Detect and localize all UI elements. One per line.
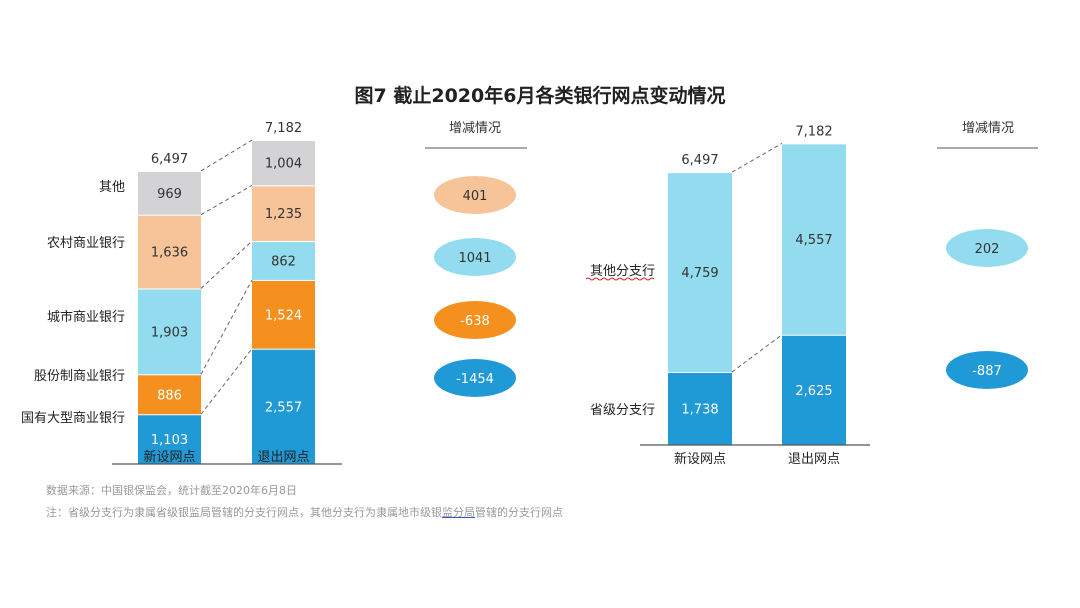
data-label: 969 <box>157 187 182 202</box>
bar-segment <box>782 144 846 335</box>
change-ellipse <box>434 359 516 397</box>
spellcheck-underline <box>585 277 655 281</box>
legend-label: 国有大型商业银行 <box>21 411 125 426</box>
data-label: 2,625 <box>795 384 832 399</box>
x-tick-label: 退出网点 <box>788 452 840 467</box>
data-label: 1,636 <box>151 246 188 261</box>
total-label: 6,497 <box>681 153 718 168</box>
footnote-part: 管辖的分支行网点 <box>475 506 563 519</box>
bar-segment <box>138 375 201 415</box>
total-label: 7,182 <box>795 124 832 139</box>
change-header: 增减情况 <box>449 121 501 136</box>
legend-label: 省级分支行 <box>590 403 655 418</box>
change-label: 202 <box>975 242 1000 257</box>
source-note: 数据来源：中国银保监会，统计截至2020年6月8日 <box>46 484 297 497</box>
bar-segment <box>138 171 201 215</box>
bar-segment <box>668 373 732 445</box>
change-label: -887 <box>972 364 1002 379</box>
data-label: 4,557 <box>795 233 832 248</box>
change-ellipse <box>434 301 516 339</box>
data-label: 4,759 <box>681 266 718 281</box>
footnote-part: 注：省级分支行为隶属省级银监局管辖的分支行网点，其他分支行为隶属地市级银 <box>46 506 442 519</box>
change-label: 401 <box>463 189 488 204</box>
x-tick-label: 新设网点 <box>143 449 195 465</box>
change-ellipse <box>434 176 516 214</box>
bar-segment <box>252 186 315 242</box>
bar-segment <box>252 349 315 464</box>
connector-line <box>731 334 783 373</box>
bar-segment <box>252 280 315 349</box>
bar-segment <box>138 415 201 464</box>
chart-title: 图7 截止2020年6月各类银行网点变动情况 <box>355 84 726 107</box>
data-label: 886 <box>157 388 182 403</box>
legend-label: 城市商业银行 <box>47 309 125 325</box>
data-label: 1,738 <box>681 403 718 418</box>
x-tick-label: 退出网点 <box>257 450 309 465</box>
x-tick-label: 新设网点 <box>674 451 726 467</box>
connector-line <box>731 142 783 173</box>
bar-segment <box>252 141 315 186</box>
change-header: 增减情况 <box>962 121 1014 136</box>
data-label: 1,524 <box>265 308 302 323</box>
total-label: 7,182 <box>265 121 302 136</box>
change-label: 1041 <box>458 251 491 266</box>
data-label: 1,903 <box>151 325 188 340</box>
connector-line <box>200 184 253 216</box>
legend-label: 其他分支行 <box>590 264 655 279</box>
footnote: 注：省级分支行为隶属省级银监局管辖的分支行网点，其他分支行为隶属地市级银监分局管… <box>46 504 563 520</box>
total-label: 6,497 <box>151 152 188 167</box>
data-label: 1,235 <box>265 207 302 222</box>
change-label: -1454 <box>456 372 494 387</box>
connector-line <box>200 240 253 289</box>
change-label: -638 <box>460 314 490 329</box>
data-label: 1,103 <box>151 433 188 448</box>
connector-line <box>200 279 253 375</box>
bar-segment <box>252 242 315 280</box>
bar-segment <box>782 335 846 445</box>
bar-segment <box>138 289 201 375</box>
data-label: 1,004 <box>265 157 302 172</box>
change-ellipse <box>946 229 1028 267</box>
data-label: 862 <box>271 255 296 270</box>
legend-label: 股份制商业银行 <box>34 369 125 384</box>
connector-line <box>200 348 253 415</box>
bar-segment <box>668 173 732 373</box>
footnote-link: 监分局 <box>442 506 475 519</box>
data-label: 2,557 <box>265 400 302 415</box>
legend-label: 农村商业银行 <box>47 236 125 251</box>
change-ellipse <box>434 238 516 276</box>
bar-segment <box>138 215 201 289</box>
connector-line <box>200 139 253 172</box>
change-ellipse <box>946 351 1028 389</box>
legend-label: 其他 <box>99 180 125 195</box>
